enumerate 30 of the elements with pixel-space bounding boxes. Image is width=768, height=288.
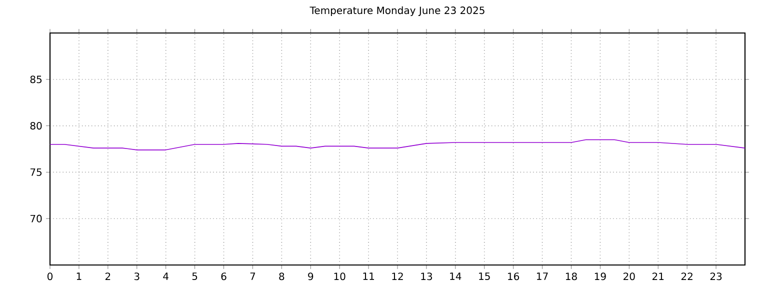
x-tick-label: 18 bbox=[566, 272, 577, 280]
x-tick-label: 9 bbox=[308, 272, 314, 280]
x-tick-label: 13 bbox=[421, 272, 432, 280]
x-tick-label: 10 bbox=[334, 272, 346, 280]
x-tick-label: 7 bbox=[250, 272, 256, 280]
x-tick-label: 4 bbox=[163, 272, 168, 280]
x-tick-label: 3 bbox=[134, 272, 140, 280]
y-tick-label: 75 bbox=[30, 168, 42, 176]
chart-title: Temperature Monday June 23 2025 bbox=[310, 6, 484, 16]
x-tick-label: 15 bbox=[479, 272, 490, 280]
x-tick-label: 17 bbox=[537, 272, 548, 280]
x-tick-label: 14 bbox=[450, 272, 462, 280]
y-tick-label: 70 bbox=[30, 214, 42, 222]
x-tick-label: 8 bbox=[279, 272, 284, 280]
x-tick-label: 1 bbox=[76, 272, 82, 280]
x-tick-label: 16 bbox=[508, 272, 520, 280]
y-tick-label: 80 bbox=[30, 122, 42, 130]
y-tick-label: 85 bbox=[30, 76, 42, 84]
x-tick-label: 11 bbox=[363, 272, 374, 280]
x-tick-label: 20 bbox=[624, 272, 635, 280]
x-tick-label: 12 bbox=[392, 272, 403, 280]
x-tick-label: 19 bbox=[594, 272, 606, 280]
x-tick-label: 21 bbox=[652, 272, 664, 280]
x-tick-label: 5 bbox=[192, 272, 198, 280]
line-series bbox=[50, 139, 745, 150]
x-tick-label: 6 bbox=[221, 272, 226, 280]
x-tick-label: 23 bbox=[710, 272, 722, 280]
x-tick-label: 2 bbox=[105, 272, 110, 280]
x-tick-label: 0 bbox=[48, 272, 53, 280]
x-tick-label: 22 bbox=[681, 272, 692, 280]
